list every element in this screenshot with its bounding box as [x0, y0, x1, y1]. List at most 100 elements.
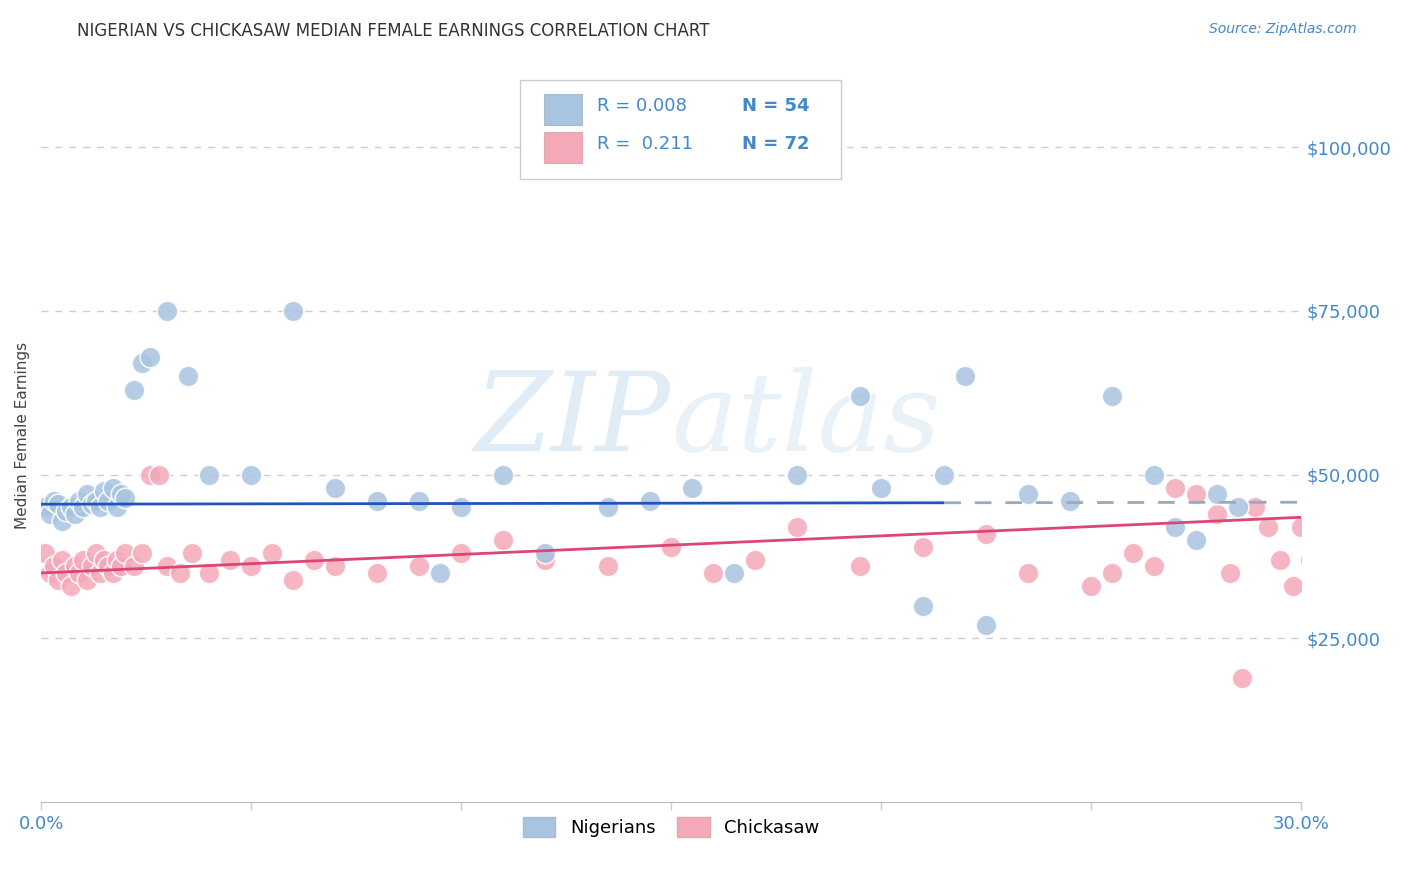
Point	[181, 546, 204, 560]
Point	[974, 526, 997, 541]
FancyBboxPatch shape	[520, 79, 841, 178]
Point	[67, 494, 90, 508]
Point	[1143, 467, 1166, 482]
Point	[80, 559, 103, 574]
Point	[139, 350, 162, 364]
Text: NIGERIAN VS CHICKASAW MEDIAN FEMALE EARNINGS CORRELATION CHART: NIGERIAN VS CHICKASAW MEDIAN FEMALE EARN…	[77, 22, 710, 40]
Point	[1185, 487, 1208, 501]
Point	[51, 514, 73, 528]
Point	[1344, 520, 1367, 534]
Point	[55, 566, 77, 580]
Point	[72, 500, 94, 515]
Point	[598, 500, 620, 515]
Point	[281, 573, 304, 587]
Point	[366, 494, 388, 508]
Point	[1232, 671, 1254, 685]
Point	[1310, 500, 1333, 515]
Point	[323, 481, 346, 495]
Bar	[544, 95, 582, 125]
Point	[408, 559, 430, 574]
Point	[934, 467, 956, 482]
Point	[101, 481, 124, 495]
Text: ZIP: ZIP	[475, 367, 671, 475]
Point	[450, 546, 472, 560]
Point	[1227, 500, 1250, 515]
Bar	[544, 132, 582, 163]
Point	[302, 553, 325, 567]
Point	[131, 356, 153, 370]
Point	[101, 566, 124, 580]
Point	[1017, 487, 1039, 501]
Point	[1244, 500, 1267, 515]
Point	[139, 467, 162, 482]
Point	[59, 579, 82, 593]
Point	[1331, 481, 1354, 495]
Point	[1164, 520, 1187, 534]
Point	[93, 553, 115, 567]
Point	[1101, 566, 1123, 580]
Point	[169, 566, 191, 580]
Point	[1122, 546, 1144, 560]
Point	[84, 494, 107, 508]
Point	[122, 383, 145, 397]
Point	[534, 553, 557, 567]
Point	[912, 540, 935, 554]
Point	[38, 507, 60, 521]
Point	[1257, 520, 1279, 534]
Point	[492, 533, 515, 548]
Point	[870, 481, 893, 495]
Point	[1080, 579, 1102, 593]
Point	[76, 487, 98, 501]
Legend: Nigerians, Chickasaw: Nigerians, Chickasaw	[516, 809, 827, 845]
Point	[1164, 481, 1187, 495]
Point	[450, 500, 472, 515]
Point	[786, 520, 808, 534]
Point	[63, 559, 86, 574]
Point	[110, 559, 132, 574]
Point	[105, 500, 128, 515]
Point	[281, 304, 304, 318]
Point	[1270, 553, 1292, 567]
Point	[849, 559, 872, 574]
Point	[84, 546, 107, 560]
Text: R =  0.211: R = 0.211	[596, 136, 693, 153]
Point	[38, 566, 60, 580]
Point	[638, 494, 661, 508]
Point	[912, 599, 935, 613]
Point	[131, 546, 153, 560]
Point	[681, 481, 703, 495]
Point	[34, 500, 56, 515]
Point	[1291, 520, 1313, 534]
Point	[63, 507, 86, 521]
Point	[93, 484, 115, 499]
Point	[1206, 507, 1229, 521]
Point	[240, 559, 263, 574]
Point	[55, 504, 77, 518]
Point	[46, 497, 69, 511]
Point	[156, 304, 179, 318]
Point	[1185, 533, 1208, 548]
Point	[1348, 546, 1371, 560]
Point	[114, 491, 136, 505]
Point	[46, 573, 69, 587]
Point	[110, 487, 132, 501]
Point	[1017, 566, 1039, 580]
Point	[849, 389, 872, 403]
Point	[534, 546, 557, 560]
Point	[598, 559, 620, 574]
Point	[659, 540, 682, 554]
Point	[955, 369, 977, 384]
Point	[156, 559, 179, 574]
Point	[42, 559, 65, 574]
Point	[97, 494, 120, 508]
Point	[974, 618, 997, 632]
Point	[366, 566, 388, 580]
Point	[492, 467, 515, 482]
Point	[1319, 559, 1341, 574]
Text: atlas: atlas	[671, 367, 941, 475]
Point	[198, 566, 221, 580]
Point	[262, 546, 284, 560]
Point	[1101, 389, 1123, 403]
Point	[72, 553, 94, 567]
Point	[76, 573, 98, 587]
